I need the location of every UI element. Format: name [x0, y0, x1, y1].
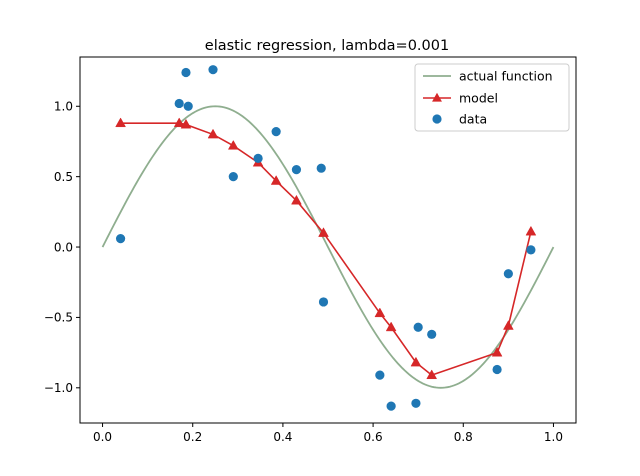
y-tick-label: 1.0 [54, 100, 73, 114]
plot-frame [79, 56, 577, 424]
model-marker [318, 227, 329, 237]
data-point [318, 297, 329, 307]
y-tick-label: −1.0 [44, 381, 73, 395]
data-point [271, 127, 281, 137]
data-point [183, 101, 193, 111]
model-marker [291, 194, 302, 205]
legend-actual-function-label: actual function [459, 69, 553, 84]
legend-data-label: data [459, 112, 487, 127]
model-marker [270, 175, 282, 185]
y-tick-label: −0.5 [44, 311, 73, 325]
data-point [253, 153, 263, 163]
data-point [228, 172, 238, 182]
model-marker [227, 139, 239, 150]
actual-function-line [101, 105, 555, 389]
x-tick-label: 0.2 [183, 430, 202, 444]
legend-data-swatch [432, 114, 442, 124]
model-marker [385, 321, 397, 332]
model-marker [115, 117, 126, 128]
plot-content [101, 65, 555, 411]
legend-model-swatch-marker [432, 92, 442, 102]
data-point [503, 269, 513, 279]
x-tick-label: 0.0 [93, 430, 112, 444]
legend-model-label: model [459, 91, 498, 106]
chart-title: elastic regression, lambda=0.001 [205, 38, 449, 54]
data-point [208, 65, 218, 75]
data-point [316, 163, 326, 173]
data-point [492, 364, 502, 375]
y-tick-label: 0.5 [54, 170, 73, 184]
data-point [174, 98, 184, 109]
data-point [375, 370, 385, 380]
data-point [291, 165, 302, 175]
x-axis: 0.0 0.2 0.4 0.6 0.8 1.0 [93, 423, 563, 444]
model-marker [410, 356, 422, 367]
model-marker [502, 320, 514, 330]
data-point [386, 401, 396, 411]
model-marker [180, 118, 192, 129]
model-marker [374, 307, 386, 318]
x-tick-label: 0.6 [364, 430, 383, 444]
model-marker [173, 117, 185, 128]
x-tick-label: 1.0 [544, 430, 563, 444]
model-marker [207, 128, 219, 139]
data-point [427, 329, 437, 339]
y-tick-label: 0.0 [54, 240, 73, 254]
x-tick-label: 0.4 [273, 430, 292, 444]
legend: actual function model data [414, 63, 570, 132]
y-axis: −1.0 −0.5 0.0 0.5 1.0 [44, 100, 80, 395]
data-point [115, 233, 126, 244]
model-line [120, 122, 532, 377]
model-marker [426, 369, 438, 380]
legend-box [414, 63, 570, 132]
data-point [181, 67, 191, 78]
model-marker [491, 346, 503, 357]
data-point [526, 245, 536, 255]
data-point [413, 322, 423, 332]
data-point [411, 398, 421, 408]
model-marker [525, 225, 537, 236]
x-tick-label: 0.8 [454, 430, 473, 444]
